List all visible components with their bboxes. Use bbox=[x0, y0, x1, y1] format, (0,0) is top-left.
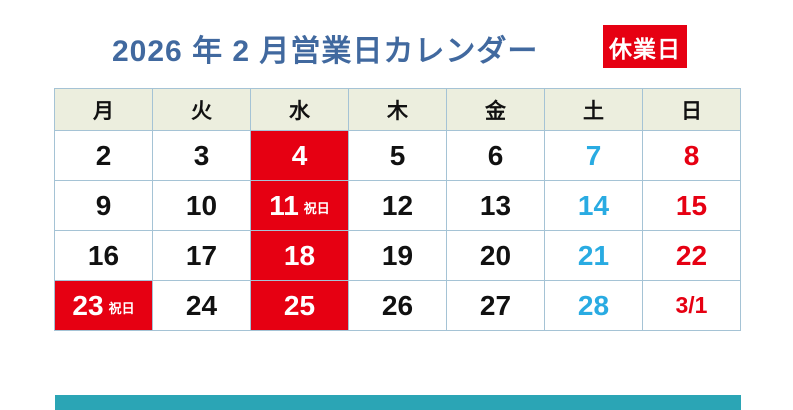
day-number: 27 bbox=[479, 289, 512, 321]
day-cell-closed-holiday: 23 祝日 bbox=[54, 280, 153, 331]
closed-day-legend-label: 休業日 bbox=[609, 35, 681, 62]
weekday-header-mon: 月 bbox=[54, 88, 153, 131]
day-cell-saturday: 7 bbox=[544, 130, 643, 181]
weekday-header-sat: 土 bbox=[544, 88, 643, 131]
day-number: 5 bbox=[389, 139, 406, 171]
footer-accent-bar bbox=[55, 395, 741, 410]
day-number: 3/1 bbox=[675, 292, 708, 318]
weekday-header-fri: 金 bbox=[446, 88, 545, 131]
day-cell-saturday: 28 bbox=[544, 280, 643, 331]
day-cell-saturday: 14 bbox=[544, 180, 643, 231]
day-cell: 5 bbox=[348, 130, 447, 181]
day-number: 20 bbox=[479, 239, 512, 271]
day-cell-closed-holiday: 11 祝日 bbox=[250, 180, 349, 231]
day-cell: 19 bbox=[348, 230, 447, 281]
day-cell-closed: 4 bbox=[250, 130, 349, 181]
weekday-header-row: 月 火 水 木 金 土 日 bbox=[54, 88, 741, 131]
day-number: 24 bbox=[185, 289, 218, 321]
day-cell: 17 bbox=[152, 230, 251, 281]
day-number: 26 bbox=[381, 289, 414, 321]
day-cell: 10 bbox=[152, 180, 251, 231]
day-cell-sunday: 15 bbox=[642, 180, 741, 231]
day-number: 19 bbox=[381, 239, 414, 271]
holiday-note: 祝日 bbox=[303, 200, 330, 216]
day-cell-sunday: 8 bbox=[642, 130, 741, 181]
day-cell-sunday: 22 bbox=[642, 230, 741, 281]
week-row: 2 3 4 5 6 7 8 bbox=[54, 130, 741, 181]
day-number: 7 bbox=[585, 139, 602, 171]
day-number: 4 bbox=[291, 139, 308, 171]
day-number: 18 bbox=[283, 239, 316, 271]
day-number: 22 bbox=[675, 239, 708, 271]
day-cell: 24 bbox=[152, 280, 251, 331]
day-cell: 27 bbox=[446, 280, 545, 331]
weekday-header-tue: 火 bbox=[152, 88, 251, 131]
day-cell: 13 bbox=[446, 180, 545, 231]
day-number: 10 bbox=[185, 189, 218, 221]
day-cell-closed: 25 bbox=[250, 280, 349, 331]
day-number: 2 bbox=[95, 139, 112, 171]
day-cell: 26 bbox=[348, 280, 447, 331]
day-cell: 2 bbox=[54, 130, 153, 181]
day-number: 14 bbox=[577, 189, 610, 221]
day-number: 25 bbox=[283, 289, 316, 321]
day-cell: 20 bbox=[446, 230, 545, 281]
week-row: 9 10 11 祝日 12 13 14 15 bbox=[54, 180, 741, 231]
day-number: 21 bbox=[577, 239, 610, 271]
day-number: 15 bbox=[675, 189, 708, 221]
week-row: 16 17 18 19 20 21 22 bbox=[54, 230, 741, 281]
day-cell: 3 bbox=[152, 130, 251, 181]
day-number: 13 bbox=[479, 189, 512, 221]
weekday-header-thu: 木 bbox=[348, 88, 447, 131]
weekday-header-sun: 日 bbox=[642, 88, 741, 131]
week-row: 23 祝日 24 25 26 27 28 3/1 bbox=[54, 280, 741, 331]
business-day-calendar: 月 火 水 木 金 土 日 2 3 4 5 6 7 8 9 10 1 bbox=[54, 88, 741, 331]
day-number: 6 bbox=[487, 139, 504, 171]
day-cell-next-month: 3/1 bbox=[642, 280, 741, 331]
day-number: 8 bbox=[683, 139, 700, 171]
day-number: 28 bbox=[577, 289, 610, 321]
day-cell: 9 bbox=[54, 180, 153, 231]
day-number: 17 bbox=[185, 239, 218, 271]
day-number: 16 bbox=[87, 239, 120, 271]
day-cell: 16 bbox=[54, 230, 153, 281]
day-cell: 12 bbox=[348, 180, 447, 231]
day-cell-closed: 18 bbox=[250, 230, 349, 281]
day-number: 11 bbox=[269, 189, 299, 221]
day-number: 9 bbox=[95, 189, 112, 221]
day-number: 23 bbox=[72, 289, 104, 321]
holiday-note: 祝日 bbox=[108, 300, 135, 316]
day-number: 3 bbox=[193, 139, 210, 171]
day-number: 12 bbox=[381, 189, 414, 221]
weekday-header-wed: 水 bbox=[250, 88, 349, 131]
day-cell-saturday: 21 bbox=[544, 230, 643, 281]
day-cell: 6 bbox=[446, 130, 545, 181]
page-title: 2026 年 2 月営業日カレンダー bbox=[112, 35, 539, 68]
closed-day-legend-badge: 休業日 bbox=[603, 25, 687, 68]
